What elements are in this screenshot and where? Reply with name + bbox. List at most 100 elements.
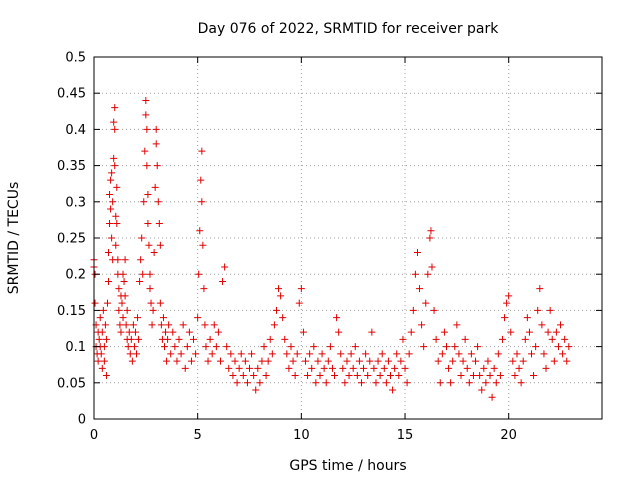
- data-point: [364, 372, 372, 380]
- data-point: [525, 328, 533, 336]
- data-point: [142, 111, 150, 119]
- data-point: [432, 335, 440, 343]
- data-point: [395, 372, 403, 380]
- data-point: [219, 277, 227, 285]
- data-point: [206, 335, 214, 343]
- data-point: [152, 140, 160, 148]
- data-point: [113, 220, 121, 228]
- data-point: [378, 350, 386, 358]
- data-point: [393, 350, 401, 358]
- data-point: [281, 335, 289, 343]
- data-point: [181, 364, 189, 372]
- axis-ticks: 0 0.05 0.1 0.15 0.2 0.25 0.3 0.35 0.4 0.45 0.5 0 5 10…: [57, 51, 602, 443]
- data-point: [237, 350, 245, 358]
- data-point: [139, 270, 147, 278]
- data-point: [561, 335, 569, 343]
- data-point: [345, 372, 353, 380]
- data-point: [528, 350, 536, 358]
- data-point: [557, 321, 565, 329]
- data-point: [486, 372, 494, 380]
- data-point: [140, 198, 148, 206]
- data-point: [169, 328, 177, 336]
- data-point: [376, 372, 384, 380]
- data-point: [413, 248, 421, 256]
- data-point: [401, 364, 409, 372]
- data-point: [202, 343, 210, 351]
- data-point: [96, 314, 104, 322]
- x-tick-label: 10: [293, 428, 310, 443]
- data-point: [107, 176, 115, 184]
- data-point: [277, 292, 285, 300]
- data-point: [107, 205, 115, 213]
- data-point: [121, 292, 129, 300]
- data-point: [347, 350, 355, 358]
- data-point: [362, 350, 370, 358]
- data-point: [372, 379, 380, 387]
- data-point: [128, 357, 136, 365]
- data-point: [521, 335, 529, 343]
- data-point: [99, 306, 107, 314]
- data-point: [256, 379, 264, 387]
- data-point: [116, 321, 124, 329]
- data-point: [171, 343, 179, 351]
- data-point: [101, 321, 109, 329]
- data-point: [227, 350, 235, 358]
- data-point: [138, 234, 146, 242]
- data-point: [320, 364, 328, 372]
- data-point: [548, 335, 556, 343]
- data-point: [102, 372, 110, 380]
- data-point: [129, 321, 137, 329]
- data-point: [482, 379, 490, 387]
- data-point: [335, 328, 343, 336]
- data-point: [554, 343, 562, 351]
- data-point: [235, 364, 243, 372]
- data-point: [262, 372, 270, 380]
- x-tick-label: 20: [500, 428, 517, 443]
- data-point: [428, 263, 436, 271]
- data-point: [287, 343, 295, 351]
- data-point: [111, 104, 119, 112]
- data-point: [503, 299, 511, 307]
- data-point: [411, 270, 419, 278]
- data-point: [472, 357, 480, 365]
- data-point: [204, 357, 212, 365]
- data-point: [565, 343, 573, 351]
- data-point: [316, 372, 324, 380]
- data-point: [260, 343, 268, 351]
- data-point: [152, 125, 160, 133]
- data-point: [123, 306, 131, 314]
- data-point: [268, 350, 276, 358]
- data-point: [143, 162, 151, 170]
- data-point: [295, 299, 303, 307]
- data-point: [137, 256, 145, 264]
- data-point: [427, 227, 435, 235]
- data-point: [559, 350, 567, 358]
- data-point: [453, 321, 461, 329]
- data-point: [488, 393, 496, 401]
- x-tick-label: 0: [90, 428, 98, 443]
- y-tick-label: 0.3: [65, 195, 86, 210]
- data-point: [399, 335, 407, 343]
- data-point: [112, 241, 120, 249]
- data-point: [167, 350, 175, 358]
- data-point: [153, 162, 161, 170]
- data-point: [484, 357, 492, 365]
- data-point: [118, 299, 126, 307]
- data-point: [283, 350, 291, 358]
- data-point: [164, 335, 172, 343]
- data-point: [523, 314, 531, 322]
- data-point: [194, 314, 202, 322]
- data-point: [465, 379, 473, 387]
- data-point: [187, 357, 195, 365]
- data-point: [146, 285, 154, 293]
- data-point: [239, 372, 247, 380]
- data-point: [370, 364, 378, 372]
- data-point: [190, 335, 198, 343]
- y-tick-label: 0.45: [57, 87, 86, 102]
- data-point: [105, 248, 113, 256]
- data-point: [544, 328, 552, 336]
- data-point: [409, 306, 417, 314]
- data-point: [95, 335, 103, 343]
- x-axis-label: GPS time / hours: [289, 458, 406, 474]
